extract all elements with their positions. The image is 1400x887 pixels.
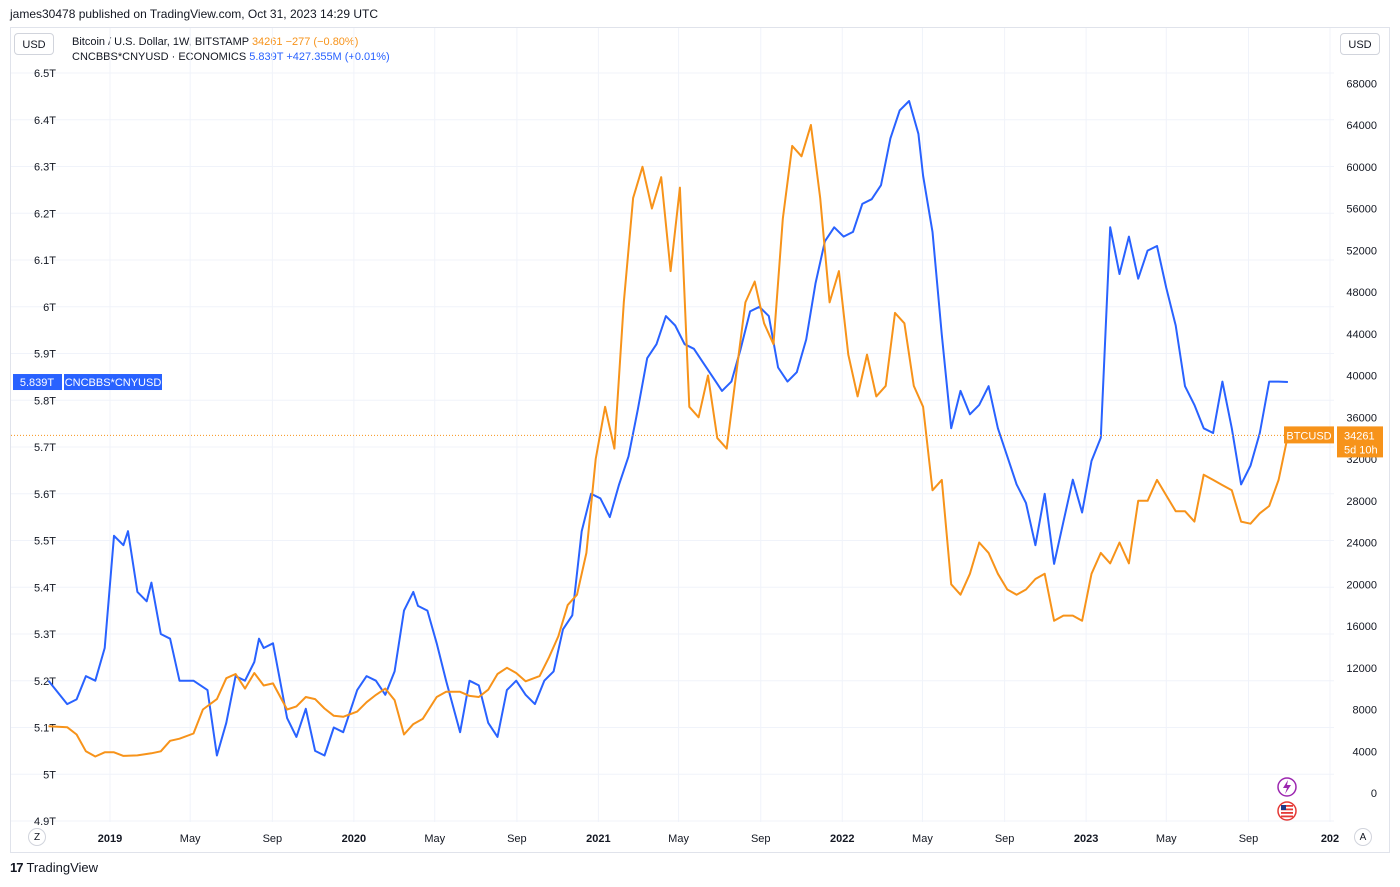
x-axis-tick-label: May	[424, 833, 445, 845]
legend-cn-change: +427.355M (+0.01%)	[286, 51, 390, 63]
left-axis-tick-label: 6.5T	[34, 68, 56, 80]
right-axis-tick-label: 44000	[1346, 329, 1377, 341]
left-axis-tick-label: 5.4T	[34, 582, 56, 594]
x-axis-tick-label: Sep	[507, 833, 527, 845]
left-axis-tick-label: 4.9T	[34, 816, 56, 828]
us-flag-canton	[1281, 805, 1286, 810]
right-axis-tick-label: 20000	[1346, 579, 1377, 591]
btc-last-value-label: 34261	[1344, 430, 1375, 442]
tradingview-logo-icon: 17	[10, 860, 24, 875]
left-axis-tick-label: 5.7T	[34, 442, 56, 454]
right-axis-tick-label: 24000	[1346, 538, 1377, 550]
x-axis-tick-label: May	[912, 833, 933, 845]
chart-legend: Bitcoin / U.S. Dollar, 1W, BITSTAMP 3426…	[72, 35, 390, 65]
btc-price-tag	[1284, 426, 1334, 444]
chart-frame	[10, 27, 1390, 853]
left-axis-tick-label: 5.1T	[34, 723, 56, 735]
x-axis-tick-label: Sep	[1239, 833, 1259, 845]
legend-btc-change: −277 (−0.80%)	[285, 36, 359, 48]
x-axis-tick-label: 2022	[830, 833, 854, 845]
right-axis-tick-label: 8000	[1353, 705, 1377, 717]
right-axis-tick-label: 40000	[1346, 371, 1377, 383]
right-axis-tick-label: 4000	[1353, 746, 1377, 758]
us-flag-stripe	[1281, 808, 1293, 811]
cn-name-label: CNCBBS*CNYUSD	[65, 377, 162, 389]
tradingview-wordmark: TradingView	[26, 860, 99, 875]
left-axis-tick-label: 6.4T	[34, 115, 56, 127]
right-axis-tick-label: 68000	[1346, 78, 1377, 90]
left-scale-unit-button[interactable]: USD	[14, 33, 54, 55]
x-axis-tick-label: 202	[1321, 833, 1339, 845]
right-axis-tick-label: 36000	[1346, 412, 1377, 424]
left-axis-tick-label: 5.6T	[34, 489, 56, 501]
btc-countdown-label: 5d 10h	[1344, 444, 1378, 456]
x-axis-tick-label: 2020	[342, 833, 366, 845]
auto-scale-button[interactable]: A	[1354, 828, 1372, 846]
cn-last-value-label: 5.839T	[20, 377, 55, 389]
cn-value-tag	[13, 374, 62, 391]
x-axis-tick-label: May	[668, 833, 689, 845]
left-axis-tick-label: 6T	[43, 302, 56, 314]
legend-row-cn[interactable]: CNCBBS*CNYUSD · ECONOMICS 5.839T +427.35…	[72, 50, 390, 65]
left-axis-tick-label: 5.8T	[34, 395, 56, 407]
left-axis-tick-label: 5.9T	[34, 349, 56, 361]
right-axis-tick-label: 16000	[1346, 621, 1377, 633]
cn-name-tag	[64, 374, 162, 391]
left-axis-tick-label: 5T	[43, 769, 56, 781]
legend-row-btc[interactable]: Bitcoin / U.S. Dollar, 1W, BITSTAMP 3426…	[72, 35, 390, 50]
left-axis-tick-label: 6.2T	[34, 208, 56, 220]
series-line-btcusd	[48, 124, 1289, 758]
btc-name-label: BTCUSD	[1286, 430, 1331, 442]
right-scale-unit-button[interactable]: USD	[1340, 33, 1380, 55]
right-axis-tick-label: 48000	[1346, 287, 1377, 299]
legend-cn-value: 5.839T	[249, 51, 284, 63]
us-flag-stripe	[1281, 815, 1293, 818]
series-line-cncbbs	[47, 100, 1288, 757]
btc-value-tag	[1337, 426, 1383, 458]
legend-cn-name: CNCBBS*CNYUSD · ECONOMICS	[72, 51, 247, 63]
left-axis-tick-label: 5.5T	[34, 536, 56, 548]
right-axis-tick-label: 12000	[1346, 663, 1377, 675]
flash-icon	[1277, 777, 1297, 797]
x-axis-tick-label: Sep	[995, 833, 1015, 845]
right-axis-tick-label: 28000	[1346, 496, 1377, 508]
right-axis-tick-label: 56000	[1346, 204, 1377, 216]
left-axis-tick-label: 5.3T	[34, 629, 56, 641]
footer-brand[interactable]: 17 TradingView	[10, 860, 98, 875]
us-flag-stripe	[1281, 812, 1293, 814]
x-axis-tick-label: Sep	[263, 833, 283, 845]
x-axis-tick-label: 2023	[1074, 833, 1098, 845]
x-axis-tick-label: 2021	[586, 833, 610, 845]
us-flag-icon	[1277, 801, 1297, 821]
legend-btc-name: Bitcoin / U.S. Dollar, 1W, BITSTAMP	[72, 36, 249, 48]
right-axis-tick-label: 60000	[1346, 162, 1377, 174]
x-axis-tick-label: 2019	[98, 833, 122, 845]
right-axis-tick-label: 64000	[1346, 120, 1377, 132]
flash-icon-bolt	[1283, 780, 1291, 794]
x-axis-tick-label: Sep	[751, 833, 771, 845]
x-axis-tick-label: May	[1156, 833, 1177, 845]
legend-btc-value: 34261	[251, 36, 283, 48]
right-axis-tick-label: 0	[1371, 788, 1377, 800]
left-axis-tick-label: 6.3T	[34, 162, 56, 174]
published-by-text: james30478 published on TradingView.com,…	[10, 7, 379, 21]
x-axis-tick-label: May	[180, 833, 201, 845]
us-flag-stripe	[1281, 805, 1293, 807]
right-axis-tick-label: 52000	[1346, 245, 1377, 257]
left-axis-tick-label: 6.1T	[34, 255, 56, 267]
zoom-toggle-button[interactable]: Z	[28, 828, 46, 846]
